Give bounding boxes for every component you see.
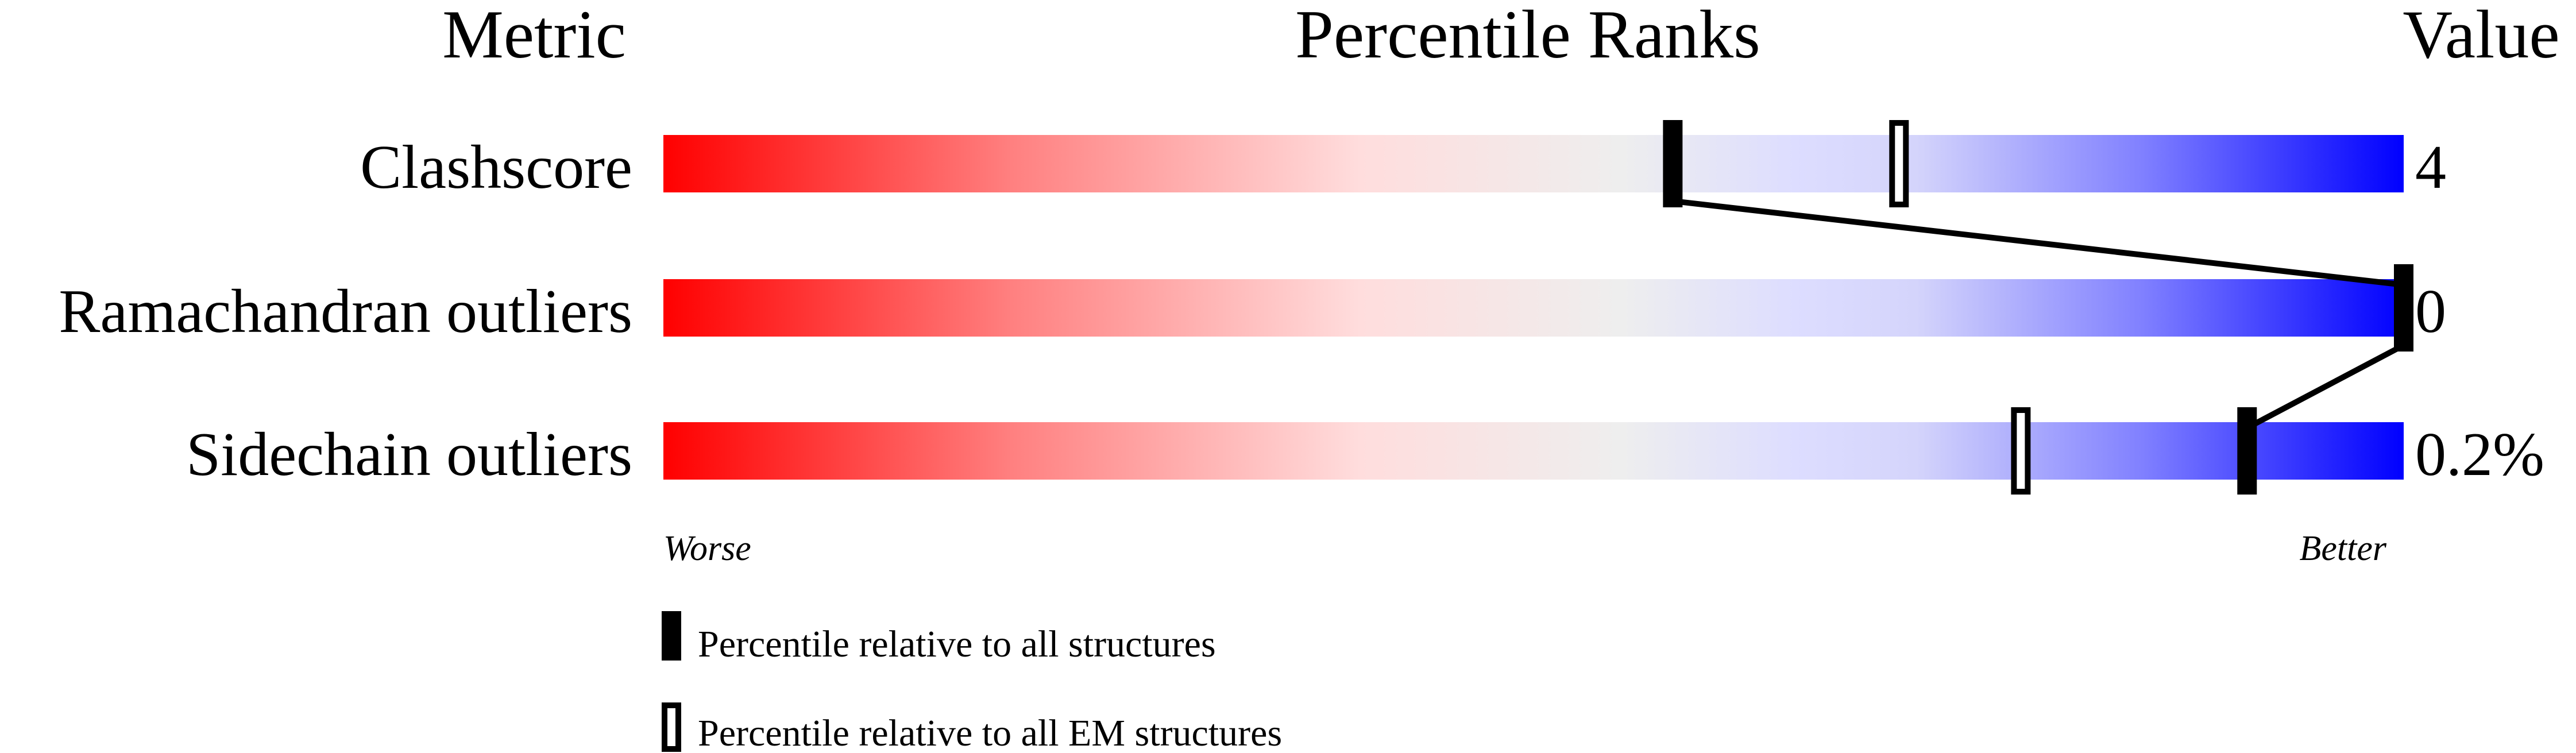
- legend-label-em: Percentile relative to all EM structures: [698, 712, 1282, 753]
- percentile-bar: [663, 135, 2404, 192]
- header-metric: Metric: [442, 0, 626, 72]
- metric-value: 0.2%: [2415, 420, 2544, 489]
- legend-marker-all: [662, 611, 681, 661]
- connector-line: [1672, 198, 2404, 288]
- axis-worse-label: Worse: [663, 529, 751, 568]
- legend-marker-em: [662, 702, 681, 752]
- metric-label: Sidechain outliers: [186, 420, 632, 489]
- percentile-bar: [663, 279, 2404, 337]
- marker-all-percentile: [1663, 120, 1683, 207]
- marker-all-percentile: [2394, 264, 2413, 352]
- metric-label: Ramachandran outliers: [59, 277, 632, 346]
- marker-em-percentile: [2011, 407, 2031, 495]
- marker-em-percentile: [1889, 120, 1909, 207]
- header-value: Value: [2403, 0, 2559, 72]
- marker-all-percentile: [2237, 407, 2257, 495]
- legend-label-all: Percentile relative to all structures: [698, 623, 1216, 665]
- metric-value: 4: [2415, 133, 2446, 202]
- metric-label: Clashscore: [360, 133, 632, 202]
- header-percentile-ranks: Percentile Ranks: [1295, 0, 1760, 72]
- metric-value: 0: [2415, 277, 2446, 346]
- percentile-bar: [663, 422, 2404, 480]
- connector-line: [2245, 342, 2405, 431]
- axis-better-label: Better: [2300, 529, 2387, 568]
